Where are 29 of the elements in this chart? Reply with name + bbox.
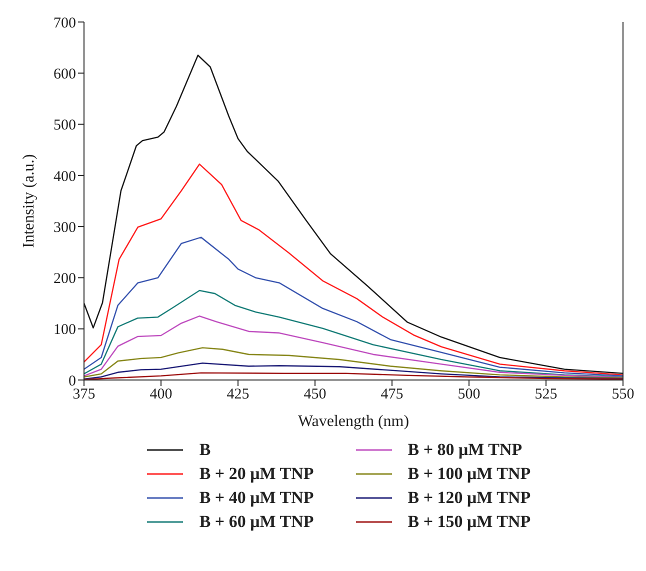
- legend-label: B + 100 μM TNP: [408, 464, 531, 484]
- legend-label: B + 20 μM TNP: [199, 464, 314, 484]
- x-tick-label: 450: [304, 386, 326, 403]
- y-axis-title: Intensity (a.u.): [20, 154, 38, 248]
- line-series: [84, 236, 623, 377]
- y-tick-label: 0: [68, 373, 76, 390]
- legend-label: B + 80 μM TNP: [408, 440, 522, 460]
- x-tick-label: 550: [612, 386, 634, 403]
- x-tick-label: 375: [72, 386, 96, 403]
- x-axis-title: Wavelength (nm): [298, 413, 410, 430]
- legend-label: B + 150 μM TNP: [408, 512, 531, 532]
- y-tick-label: 300: [54, 220, 76, 236]
- legend-label: B + 120 μM TNP: [408, 488, 531, 508]
- x-tick-label: 525: [534, 386, 558, 403]
- x-tick-label: 475: [380, 386, 404, 403]
- y-tick-label: 200: [54, 271, 76, 288]
- line-series: [84, 290, 623, 378]
- x-tick-label: 400: [150, 386, 172, 403]
- x-tick-label: 425: [226, 386, 250, 403]
- legend-label: B + 60 μM TNP: [199, 512, 314, 532]
- y-tick-label: 100: [54, 322, 76, 338]
- line-series: [84, 164, 623, 376]
- y-tick-label: 600: [54, 66, 76, 82]
- y-tick-label: 500: [54, 118, 76, 134]
- legend-label: B + 40 μM TNP: [199, 488, 314, 508]
- y-tick-label: 700: [54, 15, 76, 32]
- x-tick-label: 500: [458, 386, 480, 403]
- y-tick-label: 400: [54, 168, 76, 185]
- legend-label: B: [199, 440, 211, 460]
